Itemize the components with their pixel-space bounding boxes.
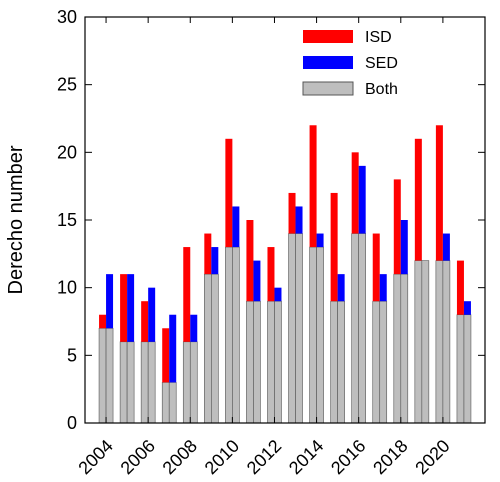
bar-segment: [379, 274, 387, 302]
bar-segment: [190, 314, 198, 342]
bar-segment: [204, 273, 212, 424]
bar-segment: [351, 152, 359, 234]
bar-segment: [253, 300, 261, 424]
y-tick-label: 10: [57, 278, 77, 298]
bar-segment: [435, 260, 444, 424]
y-tick-label: 30: [57, 7, 77, 27]
bar-segment: [225, 246, 233, 424]
bar-segment: [126, 341, 135, 424]
bar-segment: [358, 165, 366, 234]
bar-segment: [169, 314, 177, 383]
bar-segment: [168, 382, 177, 424]
bar-segment: [358, 233, 366, 424]
bar-segment: [147, 341, 156, 424]
bar-segment: [183, 247, 191, 342]
bar-segment: [204, 233, 212, 275]
x-tick-label: 2010: [201, 436, 243, 477]
bar-segment: [379, 300, 388, 424]
bar-segment: [400, 273, 409, 424]
bar-segment: [442, 260, 451, 424]
bar-segment: [274, 300, 282, 424]
bar-segment: [120, 274, 128, 342]
bar-segment: [127, 274, 135, 342]
bar-segment: [351, 233, 359, 424]
bar-segment: [211, 247, 219, 275]
x-tick-label: 2012: [243, 436, 285, 477]
x-tick-label: 2014: [285, 436, 327, 477]
bar-segment: [189, 341, 198, 424]
x-tick-label: 2004: [74, 436, 116, 477]
bar-segment: [414, 260, 423, 424]
bar-segment: [393, 273, 402, 424]
bar-segment: [211, 273, 219, 424]
bar-segment: [400, 220, 408, 275]
legend-swatch: [303, 30, 353, 43]
bar-segment: [442, 233, 450, 261]
bar-segment: [232, 246, 240, 424]
bar-segment: [161, 382, 170, 424]
legend-label: ISD: [365, 29, 392, 46]
bar-segment: [435, 125, 443, 261]
bar-segment: [162, 328, 170, 383]
bar-segment: [456, 260, 464, 315]
bar-segment: [106, 274, 114, 329]
bar-segment: [337, 300, 345, 424]
bar-segment: [463, 301, 471, 315]
legend-label: Both: [365, 81, 398, 98]
y-tick-label: 25: [57, 75, 77, 95]
bar-segment: [421, 260, 430, 424]
bar-segment: [141, 301, 149, 342]
bar-segment: [337, 274, 345, 302]
bar-segment: [246, 220, 254, 302]
bar-segment: [267, 247, 275, 302]
bar-segment: [225, 138, 233, 248]
x-tick-label: 2020: [411, 436, 453, 477]
bar-segment: [309, 246, 317, 424]
bar-segment: [140, 341, 149, 424]
y-tick-label: 20: [57, 142, 77, 162]
bar-segment: [274, 287, 282, 302]
bar-segment: [246, 300, 254, 424]
bar-segment: [456, 314, 465, 424]
bar-segment: [393, 179, 401, 275]
legend-swatch: [302, 81, 354, 96]
bar-segment: [372, 233, 380, 302]
bar-segment: [98, 327, 107, 424]
legend-label: SED: [365, 55, 398, 72]
bar-segment: [288, 233, 296, 424]
y-tick-label: 15: [57, 210, 77, 230]
bar-segment: [253, 260, 261, 302]
y-tick-label: 5: [67, 345, 77, 365]
bar-segment: [330, 192, 338, 302]
bar-segment: [316, 246, 324, 424]
bar-segment: [372, 300, 381, 424]
x-tick-label: 2016: [327, 436, 369, 477]
bar-segment: [288, 192, 296, 234]
x-tick-label: 2008: [159, 436, 201, 477]
bar-segment: [463, 314, 472, 424]
bar-segment: [316, 233, 324, 248]
bar-segment: [232, 206, 240, 248]
legend-swatch: [303, 56, 353, 69]
bar-segment: [119, 341, 128, 424]
bar-segment: [105, 327, 114, 424]
y-axis-label: Derecho number: [5, 145, 27, 294]
bar-segment: [295, 233, 303, 424]
bar-segment: [267, 300, 275, 424]
x-tick-label: 2018: [369, 436, 411, 477]
bar-segment: [295, 206, 303, 234]
bar-segment: [414, 138, 422, 261]
bar-segment: [330, 300, 338, 424]
bar-segment: [99, 314, 107, 329]
bar-segment: [148, 287, 156, 342]
y-tick-label: 0: [67, 413, 77, 433]
bar-segment: [182, 341, 191, 424]
bar-segment: [309, 125, 317, 248]
x-tick-label: 2006: [117, 436, 159, 477]
